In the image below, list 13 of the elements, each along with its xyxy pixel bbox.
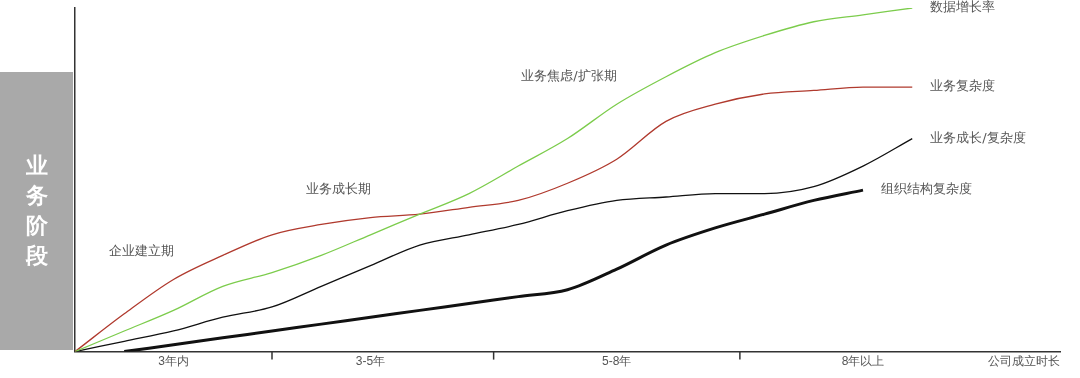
annotation: 业务焦虑/扩张期 bbox=[521, 67, 617, 83]
y-axis-title: 业务阶段 bbox=[25, 152, 48, 270]
x-axis-title: 公司成立时长 bbox=[988, 353, 1060, 368]
x-tick-label: 5-8年 bbox=[602, 354, 632, 369]
series-label: 业务成长/复杂度 bbox=[930, 129, 1026, 145]
x-tick-label: 3-5年 bbox=[355, 354, 386, 369]
annotation: 企业建立期 bbox=[108, 242, 174, 258]
x-tick-label: 3年内 bbox=[158, 354, 189, 369]
series-label: 数据增长率 bbox=[930, 0, 996, 15]
annotation: 业务成长期 bbox=[305, 180, 371, 196]
series-label: 组织结构复杂度 bbox=[881, 181, 972, 197]
series-label: 业务复杂度 bbox=[930, 78, 996, 94]
x-tick-label: 8年以上 bbox=[841, 354, 885, 369]
